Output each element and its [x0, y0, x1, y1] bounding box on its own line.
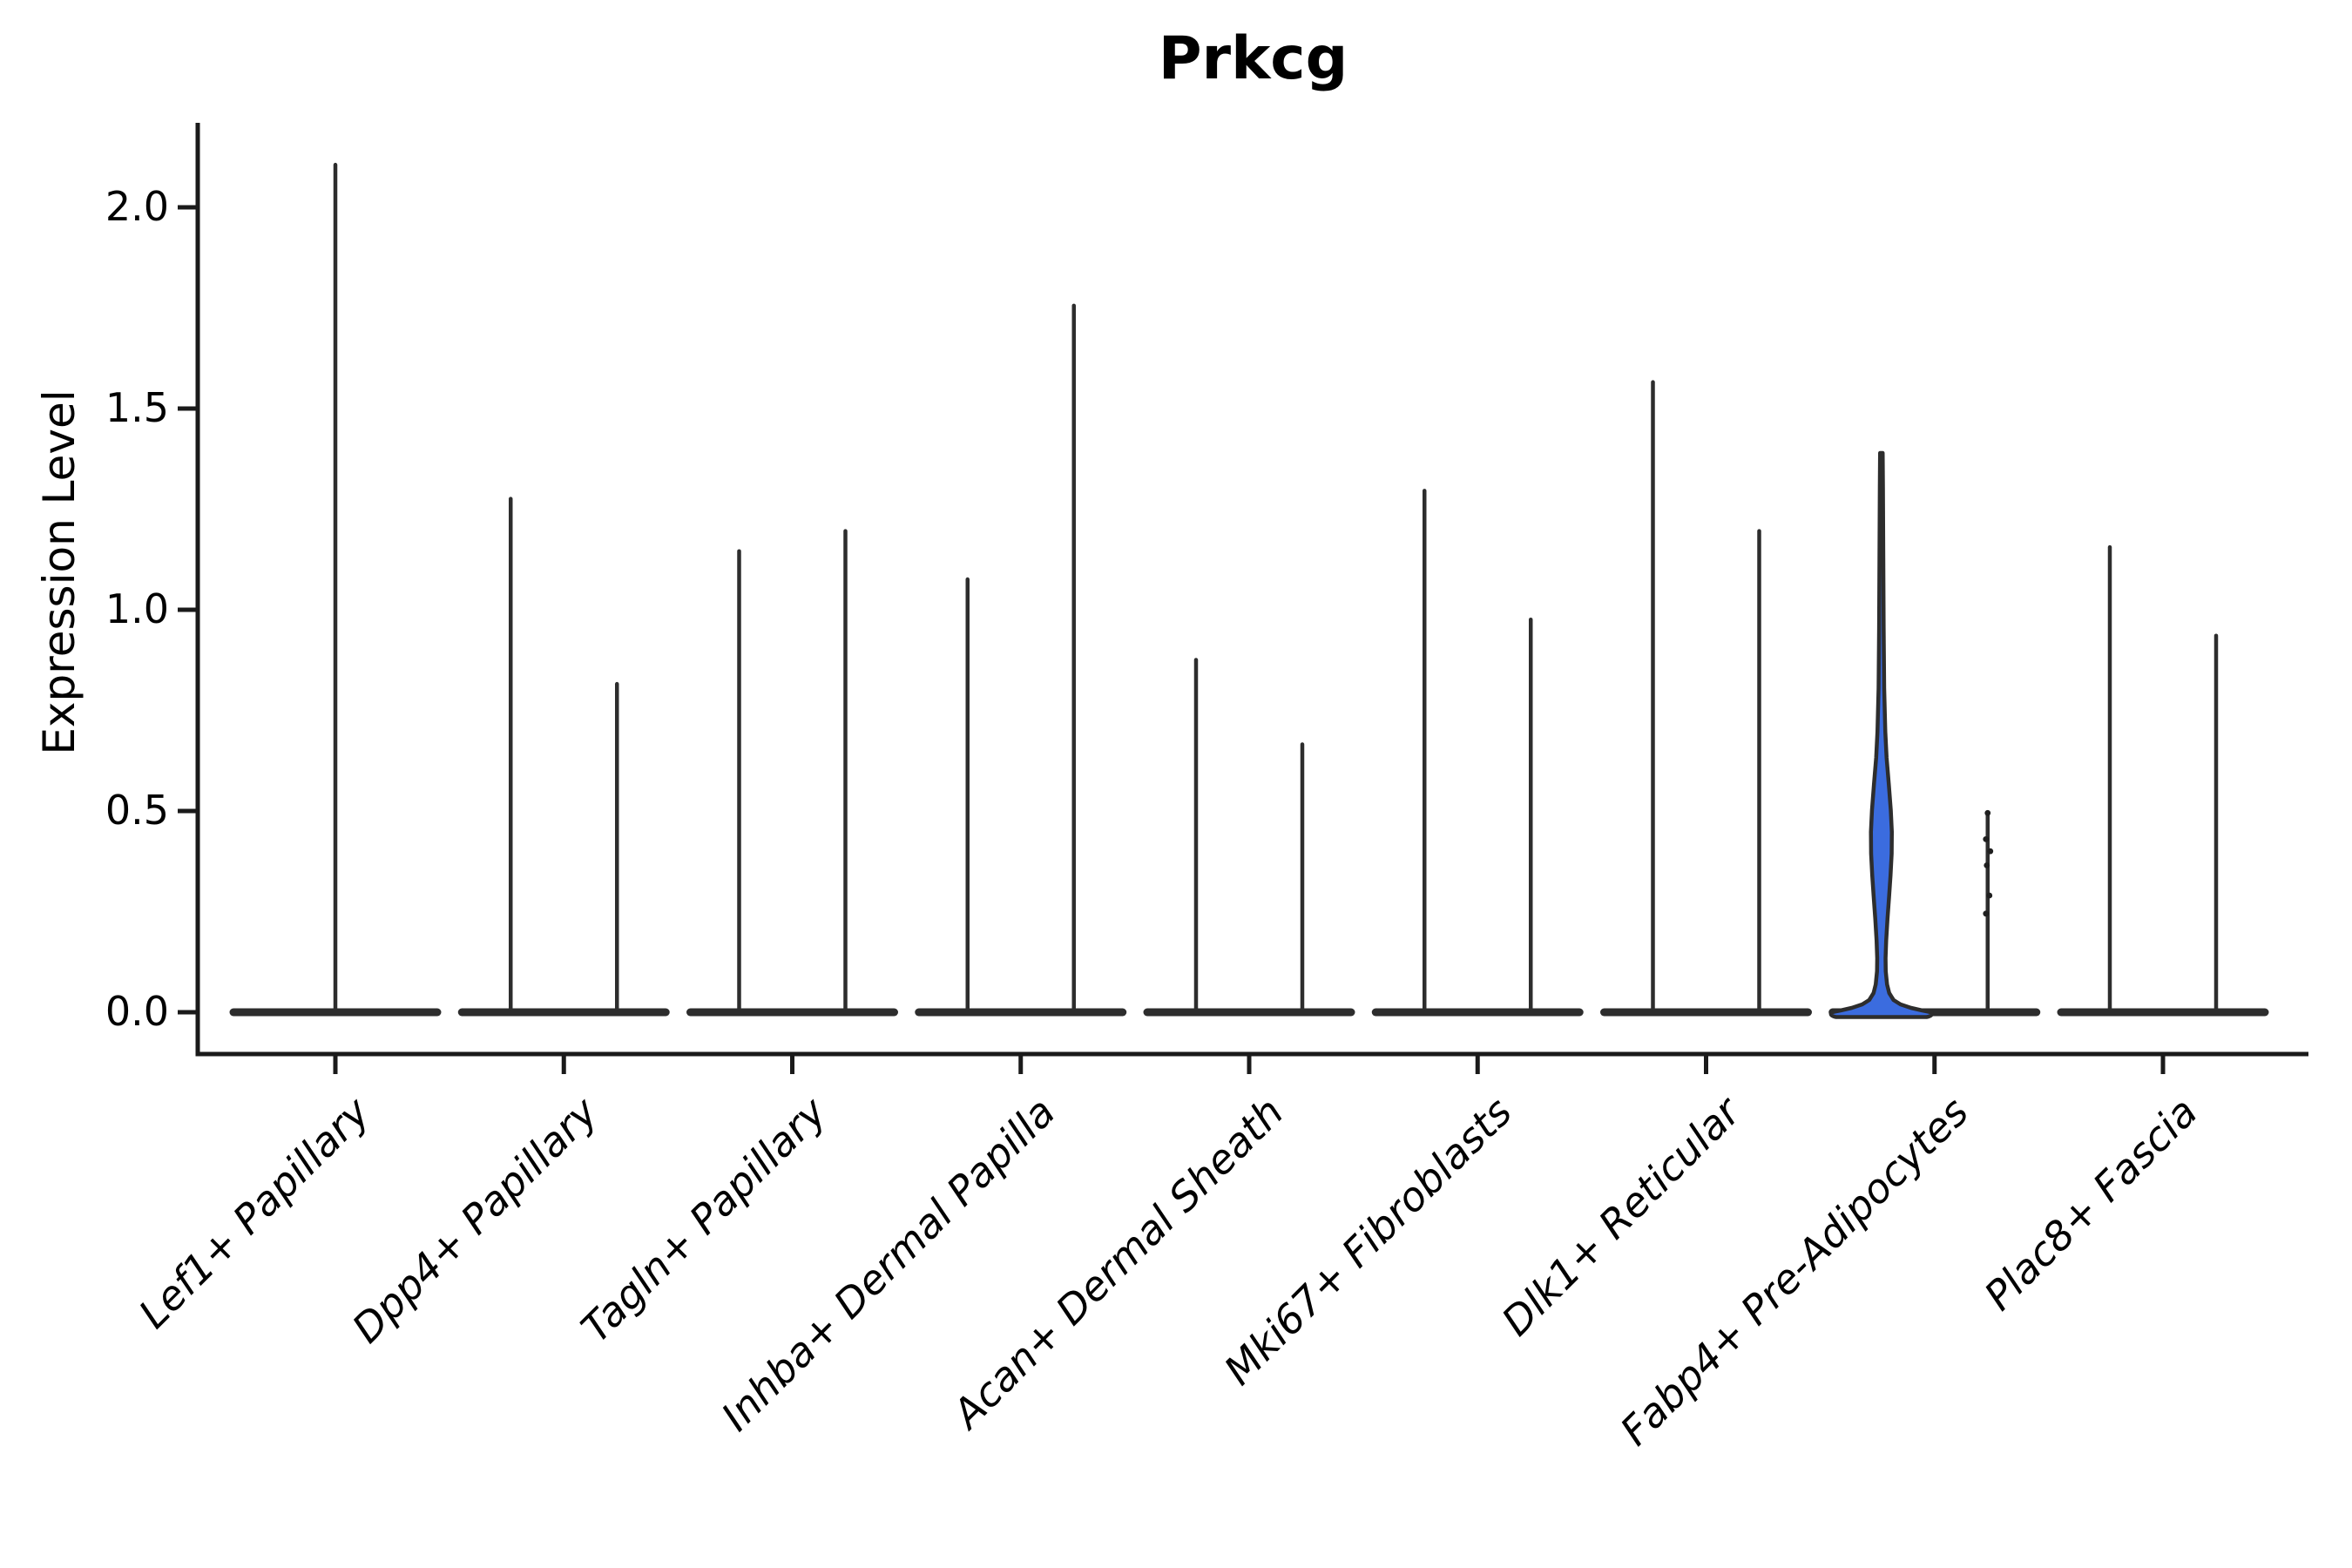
jitter-point: [1983, 910, 1990, 917]
y-tick-label: 0.5: [105, 787, 169, 834]
y-tick-label: 1.5: [105, 384, 169, 431]
chart-title: Prkcg: [1158, 24, 1348, 93]
jitter-point: [1984, 809, 1991, 816]
y-tick-label: 2.0: [105, 183, 169, 230]
y-tick-label: 1.0: [105, 585, 169, 632]
highlight-violin: [1828, 450, 1934, 1019]
jitter-point: [1983, 835, 1990, 842]
jitter-point: [1984, 862, 1990, 868]
y-tick-label: 0.0: [105, 988, 169, 1035]
jitter-point: [1986, 892, 1993, 899]
jitter-point: [1987, 848, 1994, 855]
